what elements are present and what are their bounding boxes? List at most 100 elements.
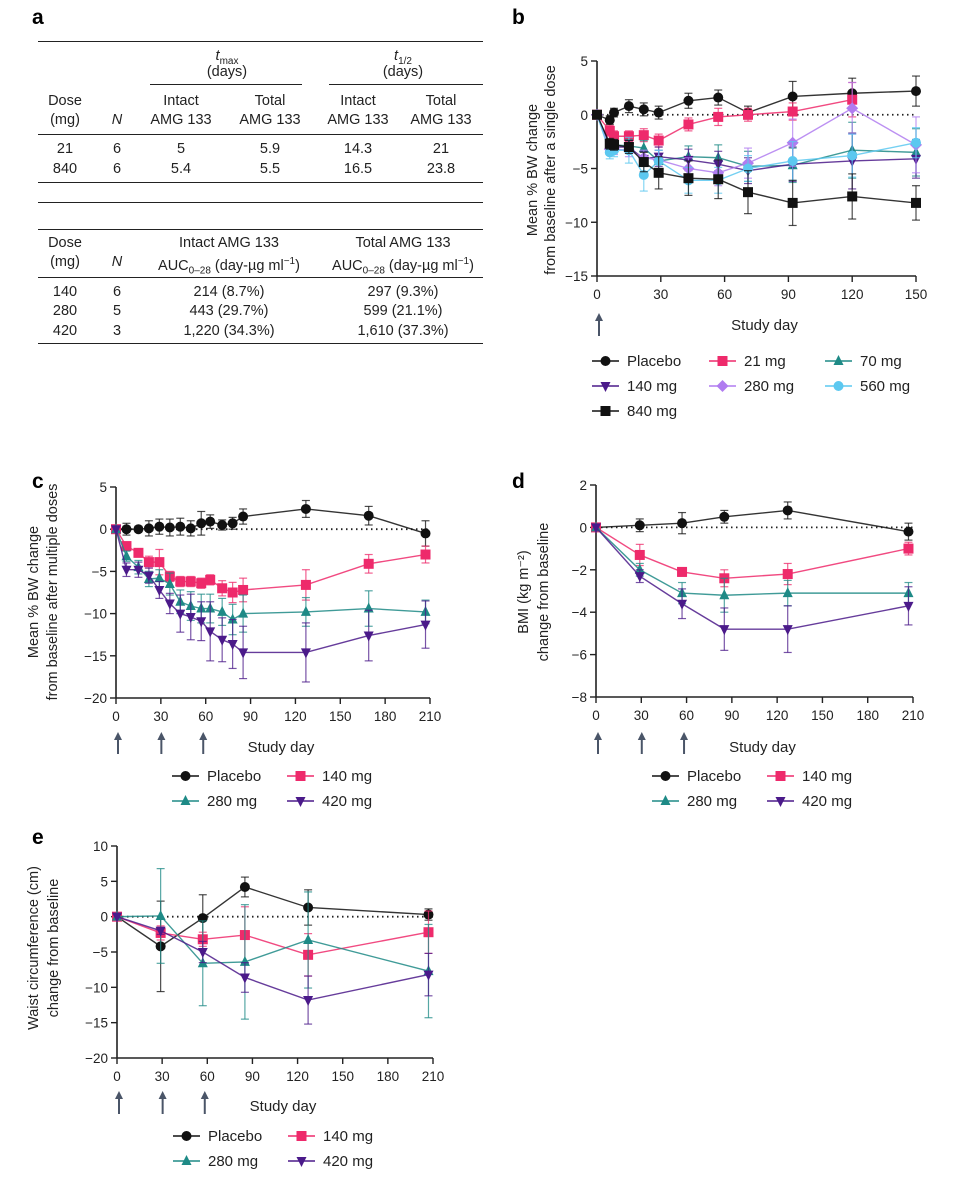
x-tick-label: 210: [422, 1069, 445, 1084]
data-point: [634, 563, 645, 574]
x-tick-label: 120: [841, 287, 864, 302]
data-point: [175, 609, 186, 620]
x-tick-label: 180: [377, 1069, 400, 1084]
n-symbol: N: [111, 254, 123, 270]
cell-thalf-intact: 16.5: [343, 161, 373, 177]
data-point: [238, 607, 249, 618]
x-axis-label: Study day: [729, 739, 796, 756]
chart-b: −15 −10 −5 0 5 0 30 60 90 120 150 Study day Mean % B…: [525, 54, 927, 420]
data-point: [133, 565, 144, 576]
cell-auc-intact: 443 (29.7%): [189, 303, 269, 319]
series-280-mg: [112, 868, 434, 1020]
chart-d: −8 −6 −4 −2 0 2 0 30 60 90 120 150 180 210 Study day BM…: [516, 478, 924, 810]
y-tick-label: −5: [573, 162, 588, 177]
data-point: [609, 139, 620, 150]
auc-sup: −1: [283, 256, 296, 267]
thalf-sub: 1/2: [398, 55, 412, 67]
data-point: [164, 599, 175, 610]
table-rule: [38, 134, 483, 135]
y-tick-label: −5: [92, 564, 107, 579]
data-point: [227, 587, 238, 598]
data-point: [638, 130, 649, 141]
y-axis-label: change from baseline: [46, 879, 62, 1018]
cell-dose: 280: [52, 303, 78, 319]
series-420-mg: [111, 525, 431, 683]
panel-label-b: b: [512, 6, 525, 29]
legend-marker-icon: [180, 771, 191, 781]
y-tick-label: 0: [580, 108, 588, 123]
data-point: [155, 926, 166, 937]
y-axis-label: Waist circumference (cm): [26, 866, 42, 1030]
dose-arrow-icon: [680, 732, 689, 754]
data-point: [300, 648, 311, 659]
legend-label: 840 mg: [627, 403, 677, 420]
auc-close: ): [469, 257, 474, 274]
legend-item: 840 mg: [592, 403, 677, 420]
data-point: [238, 584, 249, 595]
data-point: [121, 524, 132, 535]
dose-arrow-icon: [157, 732, 166, 754]
data-point: [164, 578, 175, 589]
legend-item: 420 mg: [767, 793, 852, 810]
series-line: [115, 528, 426, 594]
cell-auc-intact: 214 (8.7%): [193, 284, 265, 300]
y-tick-label: −6: [572, 648, 587, 663]
tmax-sub: max: [219, 55, 239, 67]
arrow-head: [595, 313, 603, 321]
data-point: [719, 589, 730, 600]
data-point: [300, 605, 311, 616]
col-header-amg: AMG 133: [327, 112, 389, 128]
data-point: [638, 142, 649, 153]
data-point: [911, 197, 921, 208]
auc-sup: −1: [457, 256, 470, 267]
series-line: [595, 526, 909, 579]
data-point: [623, 101, 634, 112]
data-point: [713, 174, 724, 185]
legend-marker-icon: [295, 797, 306, 807]
data-point: [175, 521, 186, 532]
legend-label: 560 mg: [860, 378, 910, 395]
x-tick-label: 90: [245, 1069, 260, 1084]
y-axis-label: from baseline after a single dose: [543, 65, 559, 275]
x-tick-label: 90: [781, 287, 796, 302]
x-tick-label: 210: [419, 709, 442, 724]
col-header-total-amg: Total AMG 133: [355, 235, 451, 251]
data-point: [787, 91, 798, 102]
col-header-total: Total: [425, 93, 457, 109]
data-point: [154, 521, 165, 532]
data-point: [683, 95, 694, 106]
arrow-head: [114, 732, 122, 740]
auc-text: AUC: [332, 257, 363, 274]
y-tick-label: −5: [93, 945, 108, 960]
auc-unit: (day-µg ml: [210, 257, 284, 274]
x-tick-label: 60: [198, 709, 213, 724]
thalf-symbol: t: [394, 48, 399, 64]
series-line: [595, 526, 909, 630]
series-line: [116, 886, 429, 948]
legend-item: Placebo: [172, 768, 261, 785]
y-tick-label: 0: [100, 910, 108, 925]
cell-tmax-intact: 5: [176, 141, 186, 157]
series-placebo: [111, 499, 431, 547]
data-point: [911, 86, 921, 97]
y-tick-label: 2: [579, 478, 587, 493]
x-tick-label: 180: [374, 709, 397, 724]
data-point: [196, 518, 207, 529]
col-header-amg: AMG 133: [150, 112, 212, 128]
data-point: [154, 572, 165, 583]
data-point: [677, 599, 688, 610]
data-point: [782, 587, 793, 598]
data-point: [846, 102, 859, 115]
legend-marker-icon: [600, 382, 611, 392]
legend-label: 140 mg: [627, 378, 677, 395]
cell-auc-intact: 1,220 (34.3%): [183, 323, 275, 339]
panel-label-c: c: [32, 470, 44, 493]
data-point: [638, 157, 649, 168]
cell-tmax-intact: 5.4: [170, 161, 192, 177]
x-tick-label: 30: [634, 708, 649, 723]
data-point: [121, 565, 132, 576]
data-point: [205, 627, 216, 638]
auc-unit: (day-µg ml: [384, 257, 458, 274]
data-point: [634, 520, 645, 531]
